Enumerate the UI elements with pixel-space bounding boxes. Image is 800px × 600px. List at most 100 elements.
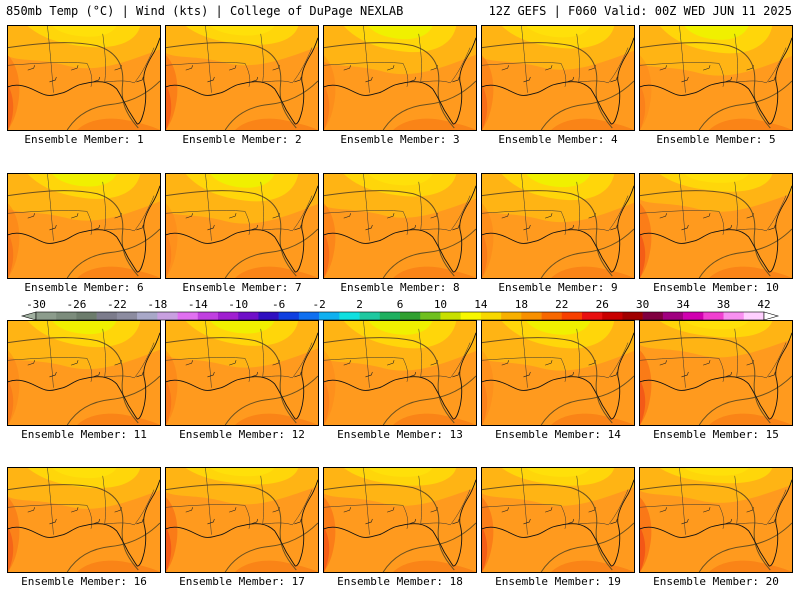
wind-barb [746, 213, 754, 219]
colorbar-tick-label: 30 [636, 298, 649, 311]
wind-barb [365, 371, 373, 378]
height-contour [66, 228, 160, 278]
wind-barb [659, 360, 667, 366]
ensemble-member-label: Ensemble Member: 6 [24, 281, 144, 294]
state-border [402, 358, 409, 382]
state-border [736, 522, 767, 526]
ensemble-member-label: Ensemble Member: 16 [21, 575, 147, 588]
wind-barb [136, 76, 144, 83]
wind-barb [588, 65, 596, 71]
height-contour [8, 190, 139, 277]
state-border [324, 62, 403, 66]
wind-barb [768, 518, 776, 525]
state-border [166, 504, 245, 508]
wind-barb [343, 213, 351, 219]
wind-barb [185, 65, 193, 71]
ensemble-map-panel [323, 467, 477, 573]
ensemble-member-label: Ensemble Member: 18 [337, 575, 463, 588]
wind-barb [768, 224, 776, 231]
wind-barb [114, 507, 122, 513]
height-contour [640, 484, 771, 571]
colorbar-segment [319, 312, 340, 320]
ensemble-map-panel [7, 173, 161, 279]
state-border [86, 211, 93, 235]
height-contour [482, 190, 613, 277]
wind-barb [659, 65, 667, 71]
temperature-map [8, 174, 160, 278]
colorbar-segment [400, 312, 421, 320]
state-border [578, 375, 609, 379]
height-contour [166, 190, 297, 277]
state-border [718, 358, 725, 382]
colorbar-segment [743, 312, 765, 320]
colorbar-segment [642, 312, 664, 320]
state-border [418, 475, 422, 524]
wind-barb [430, 360, 438, 366]
wind-barb [365, 518, 373, 525]
state-border [521, 26, 528, 93]
wind-barb [114, 65, 122, 71]
state-border [640, 357, 719, 361]
wind-barb [229, 360, 237, 366]
state-border [47, 321, 54, 388]
wind-barb [27, 507, 35, 513]
header-title: 850mb Temp (°C) | Wind (kts) | College o… [6, 4, 404, 18]
wind-barb [523, 224, 531, 231]
wind-barb [136, 224, 144, 231]
height-contour [382, 375, 476, 425]
state-border [482, 62, 561, 66]
wind-barb [71, 213, 79, 219]
height-contour [166, 42, 297, 129]
temperature-map [8, 321, 160, 425]
colorbar-segment [683, 312, 704, 320]
state-border [324, 504, 403, 508]
state-border [104, 375, 135, 379]
temperature-map [640, 468, 792, 572]
height-contour [224, 375, 318, 425]
state-border [102, 475, 106, 524]
temperature-map [166, 321, 318, 425]
state-border [578, 522, 609, 526]
state-border [734, 33, 738, 82]
coastline [640, 37, 792, 125]
wind-barb [523, 371, 531, 378]
wind-barb [408, 224, 417, 231]
temperature-map [482, 321, 634, 425]
state-border [104, 522, 135, 526]
colorbar-segment [197, 312, 219, 320]
height-contour [540, 375, 634, 425]
state-border [260, 181, 264, 230]
wind-barb [746, 360, 754, 366]
state-border [578, 80, 609, 84]
wind-barb [408, 76, 417, 83]
state-border [363, 174, 370, 241]
state-border [608, 489, 629, 526]
wind-barb [588, 360, 596, 366]
colorbar-segment [521, 312, 542, 320]
ensemble-member-label: Ensemble Member: 17 [179, 575, 305, 588]
ensemble-member-label: Ensemble Member: 11 [21, 428, 147, 441]
state-border [718, 211, 725, 235]
state-border [260, 33, 264, 82]
wind-barb [71, 360, 79, 366]
wind-barb [703, 65, 711, 71]
height-contour [166, 484, 297, 571]
height-contour [224, 522, 318, 572]
colorbar-over-arrow [763, 311, 780, 321]
wind-barb [523, 76, 531, 83]
wind-barb [566, 518, 575, 525]
temperature-map [166, 26, 318, 130]
height-contour [324, 484, 455, 571]
wind-barb [250, 518, 259, 525]
wind-barb [545, 213, 553, 219]
colorbar-tick-label: -18 [147, 298, 167, 311]
wind-barb [27, 65, 35, 71]
colorbar-tick-label: -14 [188, 298, 208, 311]
ensemble-member-label: Ensemble Member: 12 [179, 428, 305, 441]
wind-barb [92, 518, 101, 525]
state-border [576, 328, 580, 377]
colorbar-tick-label: 18 [515, 298, 528, 311]
state-border [450, 195, 471, 232]
coastline [324, 37, 476, 125]
state-border [205, 174, 212, 241]
